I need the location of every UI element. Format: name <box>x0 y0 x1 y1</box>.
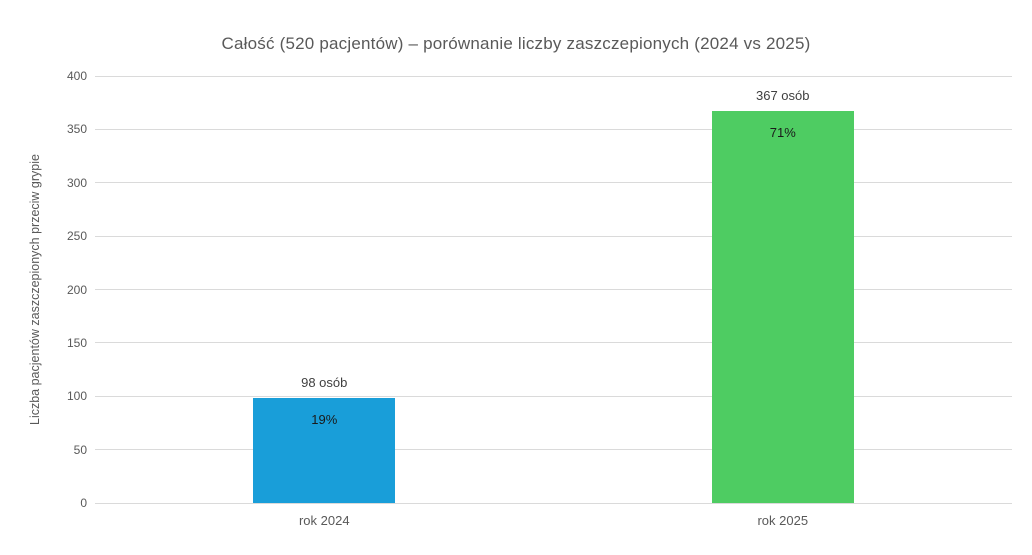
y-tick-label: 0 <box>80 496 87 510</box>
bar-pct-label: 71% <box>769 125 796 141</box>
y-tick-label: 200 <box>66 282 87 297</box>
chart-title: Całość (520 pacjentów) – porównanie licz… <box>221 34 811 53</box>
gridline <box>95 289 1012 290</box>
bar-rok-2024 <box>253 398 396 503</box>
y-axis-title: Liczba pacjentów zaszczepionych przeciw … <box>28 154 42 425</box>
x-tick-label: rok 2025 <box>757 513 809 528</box>
gridline <box>95 75 1012 77</box>
y-tick-label: 400 <box>66 69 87 83</box>
bar-value-label: 367 osób <box>756 88 810 104</box>
y-tick-label: 250 <box>66 229 87 244</box>
y-tick-label: 100 <box>66 389 87 404</box>
gridline <box>95 342 1012 344</box>
gridline <box>95 449 1012 451</box>
gridline <box>95 182 1012 184</box>
bar-pct-label: 19% <box>311 412 338 428</box>
gridline <box>95 235 1012 237</box>
x-tick-label: rok 2024 <box>298 513 350 528</box>
y-tick-label: 150 <box>66 335 87 350</box>
gridline <box>95 395 1012 397</box>
y-tick-label: 300 <box>66 175 87 190</box>
gridline <box>95 128 1012 130</box>
bar-rok-2025 <box>711 111 854 503</box>
bar-value-label: 98 osób <box>301 375 348 391</box>
plot-area: 0 50 100 150 200 250 300 350 400 98 osób 19% rok 20… <box>67 69 1012 528</box>
y-tick-label: 350 <box>66 122 87 137</box>
gridline <box>95 502 1012 504</box>
y-tick-label: 50 <box>73 442 87 457</box>
